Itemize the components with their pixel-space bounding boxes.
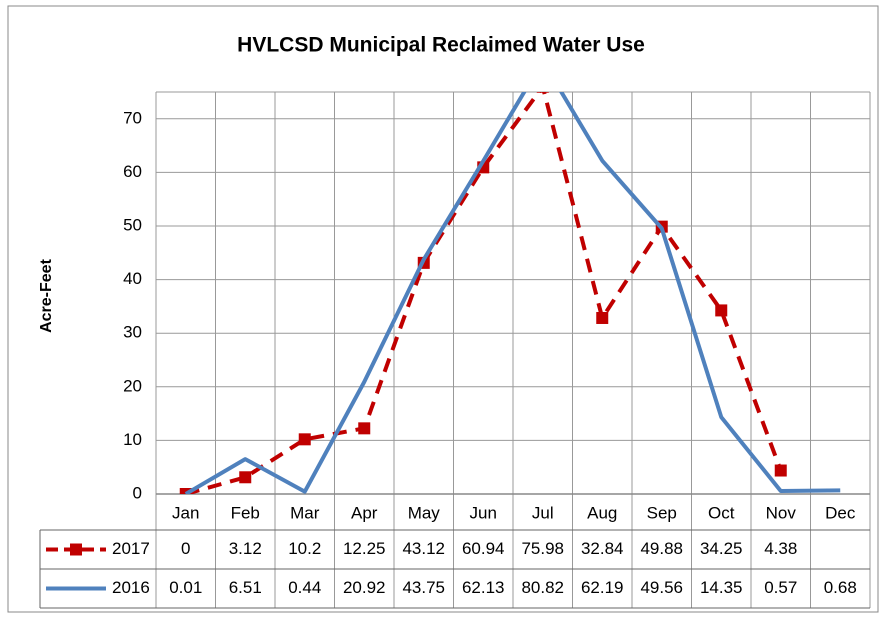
- table-value: 49.88: [640, 539, 683, 558]
- table-value: 0.68: [824, 578, 857, 597]
- table-value: 12.25: [343, 539, 386, 558]
- chart-title: HVLCSD Municipal Reclaimed Water Use: [237, 34, 645, 57]
- x-tick-label: Sep: [647, 503, 677, 522]
- table-value: 0.57: [764, 578, 797, 597]
- x-tick-label: Jul: [532, 503, 554, 522]
- x-tick-label: Dec: [825, 503, 856, 522]
- data-table: Jan Feb Mar Apr May Jun Jul Aug Sep Oct Nov Dec 2017…: [39, 503, 870, 609]
- y-tick-label: 70: [123, 108, 142, 127]
- y-axis-label: Acre-Feet: [38, 258, 55, 332]
- legend-label: 2016: [112, 578, 150, 597]
- x-tick-label: Jan: [172, 503, 199, 522]
- data-point: [358, 422, 371, 435]
- plot-lines: [179, 92, 841, 494]
- data-point: [774, 464, 787, 477]
- table-value: 20.92: [343, 578, 386, 597]
- x-tick-label: Mar: [290, 503, 320, 522]
- table-value: 32.84: [581, 539, 624, 558]
- y-tick-label: 20: [123, 376, 142, 395]
- series-line: [184, 92, 841, 494]
- legend-label: 2017: [112, 539, 150, 558]
- data-point: [298, 433, 311, 446]
- table-value: 0: [181, 539, 190, 558]
- y-tick-label: 0: [133, 483, 142, 502]
- x-tick-label: Nov: [766, 503, 797, 522]
- x-tick-label: Aug: [587, 503, 617, 522]
- y-tick-label: 60: [123, 162, 142, 181]
- table-value: 14.35: [700, 578, 743, 597]
- data-point: [179, 488, 192, 494]
- table-value: 49.56: [640, 578, 683, 597]
- chart-frame: [7, 5, 879, 613]
- table-value: 3.12: [229, 539, 262, 558]
- table-value: 60.94: [462, 539, 505, 558]
- data-point: [239, 471, 252, 484]
- y-tick-label: 40: [123, 269, 142, 288]
- table-value: 0.01: [169, 578, 202, 597]
- table-value: 62.19: [581, 578, 624, 597]
- table-value: 10.2: [288, 539, 321, 558]
- x-tick-label: Oct: [708, 503, 735, 522]
- table-value: 43.75: [402, 578, 445, 597]
- data-point: [715, 304, 728, 317]
- y-tick-label: 30: [123, 323, 142, 342]
- table-value: 62.13: [462, 578, 505, 597]
- legend-marker: [70, 543, 82, 556]
- x-tick-label: Feb: [231, 503, 260, 522]
- x-tick-label: Jun: [470, 503, 497, 522]
- table-value: 6.51: [229, 578, 262, 597]
- table-value: 80.82: [521, 578, 564, 597]
- y-tick-label: 50: [123, 215, 142, 234]
- data-point: [536, 92, 549, 93]
- table-value: 0.44: [288, 578, 321, 597]
- x-tick-label: May: [408, 503, 441, 522]
- table-value: 4.38: [764, 539, 797, 558]
- table-value: 34.25: [700, 539, 743, 558]
- x-tick-label: Apr: [351, 503, 378, 522]
- data-point: [596, 311, 609, 324]
- y-tick-label: 10: [123, 430, 142, 449]
- table-value: 43.12: [402, 539, 445, 558]
- table-value: 75.98: [521, 539, 564, 558]
